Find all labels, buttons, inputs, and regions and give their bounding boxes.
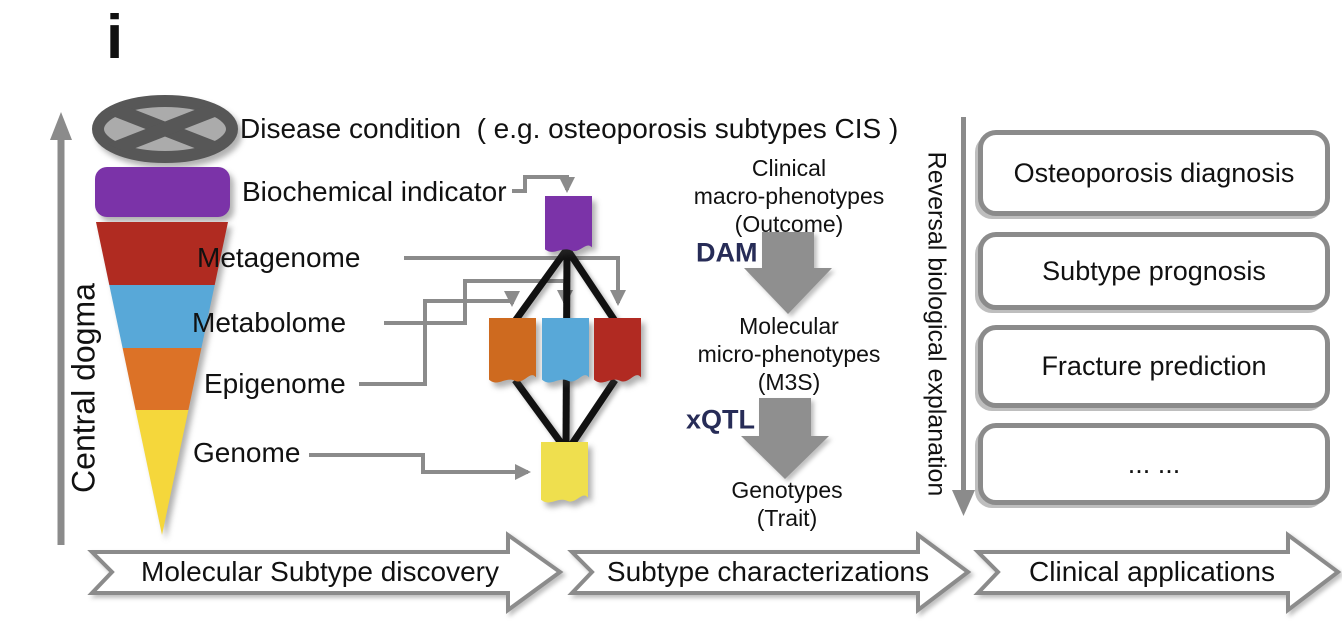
reversal-axis-label: Reversal biological explanation bbox=[922, 151, 951, 497]
dam-arrow bbox=[744, 232, 832, 314]
biochemical-connector bbox=[512, 175, 575, 193]
application-box-label: Osteoporosis diagnosis bbox=[1013, 157, 1295, 188]
epigenome-connector bbox=[359, 291, 520, 386]
genotypes-label: Genotypes (Trait) bbox=[731, 477, 843, 531]
funnel-metagenome-layer bbox=[96, 222, 228, 285]
xqtl-label: xQTL bbox=[686, 404, 756, 435]
application-box-label: Fracture prediction bbox=[1041, 351, 1267, 381]
metagenome-label: Metagenome bbox=[197, 241, 361, 273]
funnel-genome-layer bbox=[135, 410, 189, 535]
stage-label-characterizations: Subtype characterizations bbox=[606, 555, 930, 587]
application-box-label: ... ... bbox=[1127, 448, 1181, 479]
metabolome-node bbox=[542, 318, 589, 383]
dam-label: DAM bbox=[696, 237, 758, 268]
application-box-more: ... ... bbox=[978, 423, 1330, 505]
central-dogma-axis-label: Central dogma bbox=[65, 283, 102, 493]
application-box-diagnosis: Osteoporosis diagnosis bbox=[978, 130, 1330, 216]
macro-phenotypes-label: Clinical macro-phenotypes (Outcome) bbox=[693, 155, 885, 237]
central-dogma-axis-arrow bbox=[50, 112, 72, 545]
disease-condition-label: Disease condition ( e.g. osteoporosis su… bbox=[240, 112, 899, 144]
stage-label-discovery: Molecular Subtype discovery bbox=[141, 555, 499, 587]
metagenome-node bbox=[594, 318, 641, 383]
application-box-label: Subtype prognosis bbox=[1042, 255, 1266, 286]
stage-arrow-discovery bbox=[87, 531, 564, 614]
panel-label: i bbox=[106, 3, 124, 72]
funnel-biochemical-layer bbox=[95, 167, 230, 217]
biochemical-node bbox=[545, 196, 592, 252]
stage-label-applications: Clinical applications bbox=[1029, 555, 1275, 587]
genome-node bbox=[541, 442, 588, 503]
reversal-axis-arrow bbox=[952, 117, 975, 516]
stage-arrow-applications bbox=[973, 531, 1342, 615]
funnel-metabolome-layer bbox=[109, 285, 215, 348]
genome-connector bbox=[309, 453, 531, 480]
stage-arrow-characterizations bbox=[567, 531, 972, 615]
metagenome-connector bbox=[404, 256, 626, 306]
genome-label: Genome bbox=[193, 436, 301, 468]
application-box-prognosis: Subtype prognosis bbox=[978, 232, 1330, 310]
omics-funnel bbox=[95, 167, 230, 535]
stage-arrows bbox=[87, 531, 1342, 615]
xqtl-arrow bbox=[741, 398, 829, 479]
biochemical-indicator-label: Biochemical indicator bbox=[242, 175, 507, 207]
disease-condition-icon bbox=[92, 95, 238, 163]
funnel-epigenome-layer bbox=[122, 348, 202, 410]
micro-phenotypes-label: Molecular micro-phenotypes (M3S) bbox=[697, 313, 881, 395]
metabolome-label: Metabolome bbox=[192, 306, 347, 338]
application-box-fracture: Fracture prediction bbox=[978, 325, 1330, 408]
network-nodes bbox=[489, 196, 641, 503]
epigenome-label: Epigenome bbox=[204, 367, 346, 399]
epigenome-node bbox=[489, 318, 536, 383]
